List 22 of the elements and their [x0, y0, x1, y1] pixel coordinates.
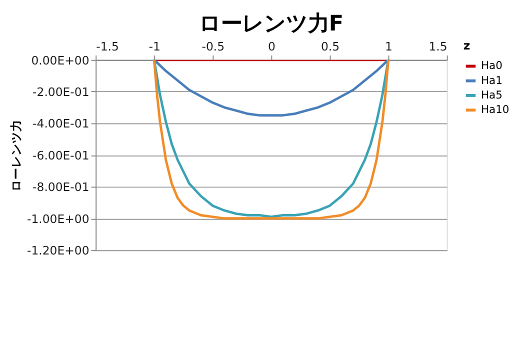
- x-tick-label: 1.5: [428, 40, 448, 54]
- y-tick-label: -1.00E+00: [26, 212, 90, 226]
- x-axis-title: z: [463, 38, 470, 53]
- chart-title: ローレンツ力F: [198, 12, 344, 37]
- y-tick-label: -8.00E-01: [32, 180, 90, 194]
- x-tick-label: 0.5: [320, 40, 340, 54]
- x-tick-label: -1.5: [96, 40, 119, 54]
- x-tick-label: 1: [385, 40, 392, 54]
- legend-label: Ha0: [480, 59, 503, 72]
- line-series: [152, 60, 390, 117]
- y-tick-label: -2.00E-01: [32, 84, 90, 99]
- y-tick-label: 0.00E+00: [31, 53, 90, 68]
- y-tick-label: -6.00E-01: [32, 148, 90, 162]
- x-tick-label: -1: [148, 40, 160, 54]
- legend-label: Ha5: [480, 88, 502, 102]
- x-tick-label: -0.5: [202, 40, 225, 54]
- legend-label: Ha10: [480, 103, 510, 116]
- y-tick-label: -4.00E-01: [32, 116, 90, 131]
- y-tick-label: -1.20E+00: [26, 244, 90, 258]
- x-tick-label: 0: [268, 40, 276, 54]
- legend-label: Ha1: [480, 74, 502, 87]
- y-axis-title: ローレンツ力: [9, 119, 24, 192]
